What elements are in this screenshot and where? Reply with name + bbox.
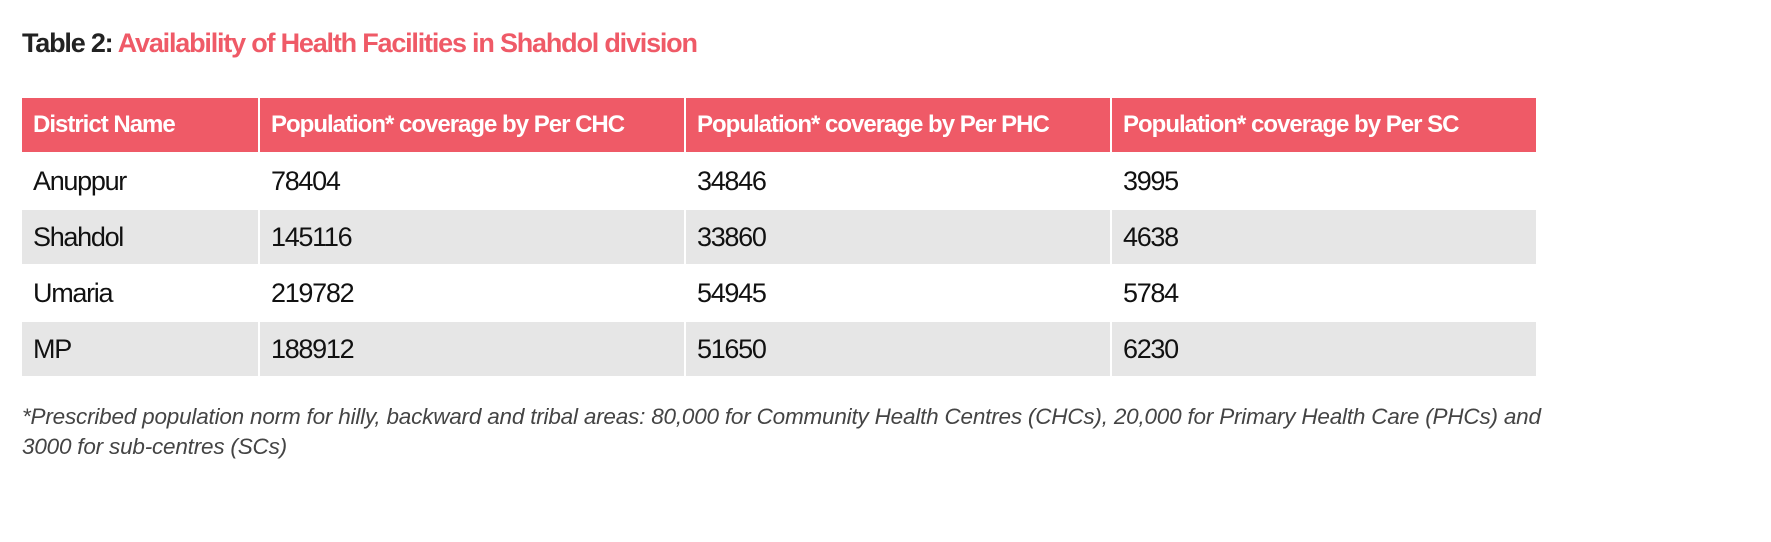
column-header: District Name bbox=[22, 98, 258, 152]
table-cell: 3995 bbox=[1123, 165, 1179, 196]
table-cell: 219782 bbox=[271, 277, 355, 308]
table-cell: 34846 bbox=[697, 165, 767, 196]
table-cell: 33860 bbox=[686, 210, 1110, 264]
table-row: Umaria 219782 54945 5784 bbox=[22, 266, 1536, 320]
column-header: Population* coverage by Per PHC bbox=[686, 98, 1110, 152]
data-table: District Name Population* coverage by Per… bbox=[20, 96, 1538, 378]
table-cell: Umaria bbox=[33, 277, 114, 308]
table-cell: 54945 bbox=[697, 277, 767, 308]
table-cell: MP bbox=[22, 322, 258, 376]
title-text: Availability of Health Facilities in Sha… bbox=[117, 28, 698, 58]
table-row: Anuppur 78404 34846 3995 bbox=[22, 154, 1536, 208]
table-cell: 6230 bbox=[1112, 322, 1536, 376]
table-cell: 5784 bbox=[1123, 277, 1179, 308]
table-title: Table 2: Availability of Health Faciliti… bbox=[22, 28, 698, 59]
table-cell: Shahdol bbox=[22, 210, 258, 264]
table-cell: Anuppur bbox=[33, 165, 127, 196]
footnote: *Prescribed population norm for hilly, b… bbox=[22, 404, 1541, 459]
header-row: District Name Population* coverage by Per… bbox=[22, 98, 1536, 152]
table-row: MP 188912 51650 6230 bbox=[22, 322, 1536, 376]
table-cell: 51650 bbox=[686, 322, 1110, 376]
table-cell: 188912 bbox=[260, 322, 684, 376]
table-body: Anuppur 78404 34846 3995 Shahdol 145116 33860 4… bbox=[22, 154, 1536, 376]
column-header: Population* coverage by Per CHC bbox=[260, 98, 684, 152]
column-header: Population* coverage by Per SC bbox=[1112, 98, 1536, 152]
table-row: Shahdol 145116 33860 4638 bbox=[22, 210, 1536, 264]
table-cell: 78404 bbox=[271, 165, 341, 196]
table-cell: 145116 bbox=[260, 210, 684, 264]
table-label: Table 2: bbox=[22, 28, 114, 58]
table-cell: 4638 bbox=[1112, 210, 1536, 264]
